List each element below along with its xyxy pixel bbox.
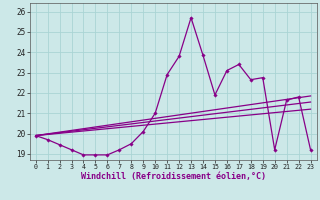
X-axis label: Windchill (Refroidissement éolien,°C): Windchill (Refroidissement éolien,°C) [81,172,266,181]
